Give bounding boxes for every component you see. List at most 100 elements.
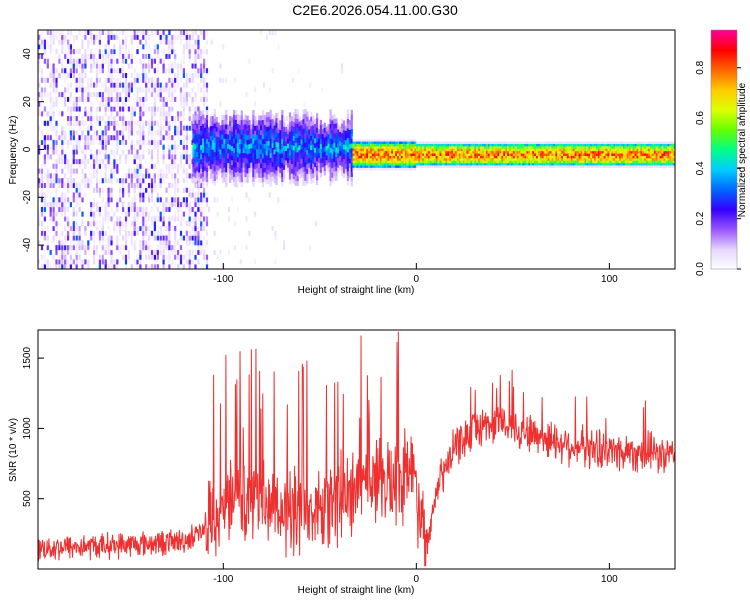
spectrogram-cell xyxy=(568,167,571,171)
spectrogram-cell xyxy=(520,143,523,147)
spectrogram-cell xyxy=(601,155,604,159)
spectrogram-cell xyxy=(630,150,633,154)
spectrogram-cell xyxy=(130,202,133,208)
spectrogram-cell xyxy=(512,157,515,161)
spectrogram-cell xyxy=(366,136,369,140)
spectrogram-cell xyxy=(615,160,618,164)
spectrogram-cell xyxy=(474,153,477,156)
spectrogram-cell xyxy=(182,139,185,145)
spectrogram-cell xyxy=(534,148,537,152)
spectrogram-cell xyxy=(613,145,616,149)
spectrogram-cell xyxy=(588,143,591,147)
spectrogram-cell xyxy=(194,211,197,217)
spectrogram-cell xyxy=(437,150,440,154)
spectrogram-cell xyxy=(78,206,81,212)
spectrogram-cell xyxy=(427,157,430,161)
spectrogram-cell xyxy=(165,187,168,193)
spectrogram-cell xyxy=(142,77,145,83)
spectrogram-cell xyxy=(512,165,515,168)
spectrogram-cell xyxy=(418,145,421,149)
spectrogram-cell xyxy=(174,139,177,145)
spectrogram-cell xyxy=(563,160,565,164)
spectrogram-cell xyxy=(451,143,454,147)
spectrogram-cell xyxy=(217,146,220,152)
spectrogram-cell xyxy=(333,147,336,153)
spectrogram-cell xyxy=(275,179,278,185)
spectrogram-cell xyxy=(116,68,119,74)
spectrogram-cell xyxy=(518,153,521,156)
spectrogram-cell xyxy=(356,162,359,166)
spectrogram-cell xyxy=(375,165,378,168)
spectrogram-cell xyxy=(574,153,577,156)
spectrogram-cell xyxy=(254,173,257,179)
spectrogram-cell xyxy=(630,165,633,168)
spectrogram-cell xyxy=(310,121,313,127)
spectrogram-cell xyxy=(449,160,452,164)
spectrogram-cell xyxy=(287,129,290,135)
spectrogram-cell xyxy=(205,202,209,208)
spectrogram-cell xyxy=(595,155,598,159)
spectrogram-cell xyxy=(90,106,93,112)
spectrogram-cell xyxy=(148,173,151,179)
spectrogram-cell xyxy=(485,157,488,161)
spectrogram-cell xyxy=(113,34,116,40)
spectrogram-cell xyxy=(202,166,205,172)
spectrogram-cell xyxy=(221,172,224,178)
spectrogram-cell xyxy=(98,240,101,246)
spectrogram-cell xyxy=(570,157,573,161)
spectrogram-cell xyxy=(194,221,197,227)
spectrogram-cell xyxy=(153,30,156,36)
spectrogram-cell xyxy=(58,202,61,208)
spectrogram-cell xyxy=(177,144,180,150)
spectrogram-cell xyxy=(58,254,61,260)
spectrogram-cell xyxy=(530,153,533,156)
spectrogram-cell xyxy=(485,153,488,156)
spectrogram-cell xyxy=(205,167,209,173)
spectrogram-cell xyxy=(532,167,535,171)
spectrogram-cell xyxy=(198,162,201,168)
spectrogram-cell xyxy=(449,145,452,149)
spectrogram-cell xyxy=(495,143,498,147)
spectrogram-cell xyxy=(240,110,243,116)
spectrogram-cell xyxy=(441,148,444,152)
spectrogram-cell xyxy=(153,235,156,241)
spectrogram-cell xyxy=(321,157,324,163)
spectrogram-cell xyxy=(524,167,527,171)
spectrogram-cell xyxy=(468,143,471,147)
spectrogram-cell xyxy=(81,120,84,126)
spectrogram-cell xyxy=(362,145,365,149)
spectrogram-cell xyxy=(188,58,191,64)
spectrogram-cell xyxy=(375,148,378,152)
spectrogram-cell xyxy=(377,165,380,168)
spectrogram-cell xyxy=(271,128,274,134)
spectrogram-cell xyxy=(584,165,587,168)
spectrogram-cell xyxy=(360,162,363,166)
spectrogram-cell xyxy=(373,165,376,168)
spectrogram-cell xyxy=(283,140,286,146)
spectrogram-cell xyxy=(283,126,286,132)
spectrogram-cell xyxy=(383,143,386,147)
spectrogram-cell xyxy=(153,44,156,50)
spectrogram-cell xyxy=(61,249,64,255)
spectrogram-cell xyxy=(165,120,168,126)
spectrogram-cell xyxy=(613,153,616,156)
spectrogram-cell xyxy=(43,106,46,112)
spectrogram-cell xyxy=(443,153,446,156)
spectrogram-cell xyxy=(182,168,185,174)
spectrogram-cell xyxy=(69,92,72,98)
spectrogram-cell xyxy=(168,226,171,232)
spectrogram-cell xyxy=(412,162,415,166)
spectrogram-cell xyxy=(188,135,191,141)
spectrogram-cell xyxy=(67,226,70,232)
spectrogram-cell xyxy=(168,96,171,102)
spectrogram-cell xyxy=(162,125,165,131)
spectrogram-cell xyxy=(285,126,288,132)
spectrogram-cell xyxy=(516,150,519,154)
spectrogram-cell xyxy=(493,138,496,142)
spectrogram-cell xyxy=(292,155,295,161)
spectrogram-cell xyxy=(561,138,564,142)
spectrogram-cell xyxy=(148,183,151,189)
spectrogram-cell xyxy=(316,175,319,181)
spectrogram-cell xyxy=(204,175,207,181)
spectrogram-cell xyxy=(194,264,197,269)
